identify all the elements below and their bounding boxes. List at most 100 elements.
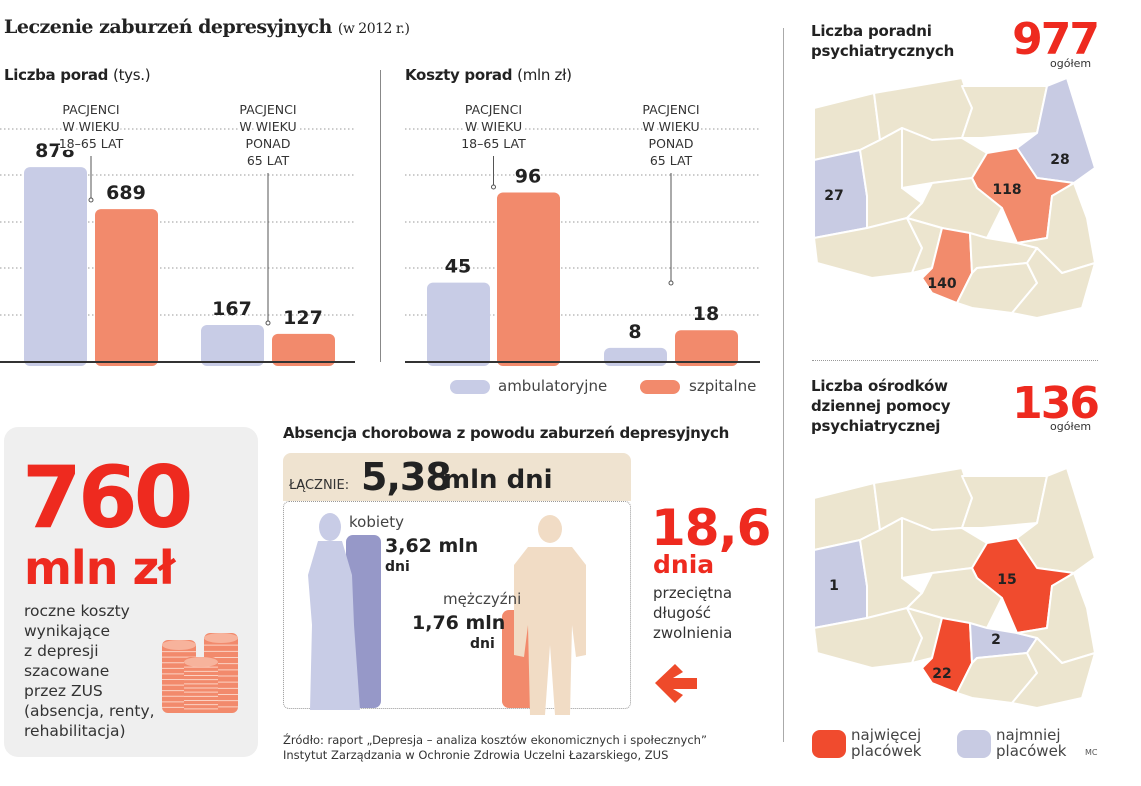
- coin-top: [204, 633, 238, 643]
- desc-line: (absencja, renty,: [24, 702, 155, 720]
- leader-dot: [265, 320, 271, 326]
- chart1-title: Liczba porad (tys.): [4, 66, 151, 84]
- region-label-mazowieckie: 118: [992, 182, 1021, 198]
- title-line: psychiatrycznej: [811, 417, 941, 435]
- source-note: Źródło: raport „Depresja – analiza koszt…: [283, 733, 707, 763]
- avg-leave-value: 18,6: [651, 499, 771, 557]
- desc-line: długość: [653, 604, 712, 622]
- men-unit: dni: [470, 636, 495, 652]
- absence-total-box: ŁĄCZNIE: 5,38 mln dni: [283, 453, 631, 501]
- coin-stacks-icon: [162, 633, 238, 713]
- group-label: 18–65 LAT: [461, 136, 526, 151]
- desc-line: roczne koszty: [24, 602, 130, 620]
- leader-dot: [88, 197, 94, 203]
- legend-line: najwięcej: [851, 726, 922, 744]
- gender-figures: [308, 513, 586, 715]
- data-label: 167: [212, 298, 252, 320]
- leader-dot: [668, 280, 674, 286]
- desc-line: przez ZUS: [24, 682, 103, 700]
- group-label: PONAD: [246, 136, 291, 151]
- region-label-podlaskie: 28: [1050, 152, 1069, 168]
- map-legend-least: najmniej placówek: [996, 727, 1067, 759]
- group-label: PACJENCI: [642, 102, 699, 117]
- title-main: Leczenie zaburzeń depresyjnych: [4, 16, 332, 38]
- coin-top: [184, 657, 218, 667]
- data-label: 96: [515, 166, 541, 188]
- map1-total-label: ogółem: [1050, 57, 1092, 70]
- cost-unit: mln zł: [24, 541, 175, 595]
- cost-description: roczne koszty wynikające z depresji szac…: [24, 601, 155, 741]
- group-label: 65 LAT: [650, 153, 693, 168]
- group-label: W WIEKU: [642, 119, 699, 134]
- region-label-swietokrzyskie: 2: [991, 632, 1001, 648]
- group-label: PACJENCI: [239, 102, 296, 117]
- region-pomorskie: [873, 78, 973, 141]
- region-warminsko: [961, 475, 1048, 529]
- page-title: Leczenie zaburzeń depresyjnych (w 2012 r…: [4, 16, 410, 38]
- woman-silhouette-icon: [308, 513, 360, 710]
- title-line: psychiatrycznych: [811, 42, 955, 60]
- chart2-unit: (mln zł): [517, 66, 572, 84]
- map2-total-label: ogółem: [1050, 420, 1092, 433]
- region-lubuskie: [813, 539, 868, 629]
- data-label: 878: [35, 140, 75, 162]
- region-label-mazowieckie: 15: [997, 572, 1016, 588]
- region-label-lubuskie: 1: [829, 578, 839, 594]
- chart1-unit: (tys.): [113, 66, 151, 84]
- bar-ambulatory: [427, 282, 490, 366]
- desc-line: z depresji: [24, 642, 99, 660]
- map2-title: Liczba ośrodków dziennej pomocy psychiat…: [811, 376, 951, 436]
- absence-title: Absencja chorobowa z powodu zaburzeń dep…: [283, 424, 729, 442]
- bar-hospital: [95, 209, 158, 366]
- chart2-title: Koszty porad (mln zł): [405, 66, 572, 84]
- women-value: 3,62 mln: [385, 535, 479, 557]
- group-label: W WIEKU: [239, 119, 296, 134]
- men-label: mężczyźni: [443, 590, 522, 608]
- region-label-slaskie: 22: [932, 666, 951, 682]
- legend-label-ambulatory: ambulatoryjne: [498, 377, 608, 395]
- desc-line: rehabilitacja): [24, 722, 126, 740]
- leader-dot: [491, 184, 496, 190]
- coin-top: [162, 640, 196, 650]
- region-label-slaskie: 140: [927, 276, 956, 292]
- map-legend-swatch-least: [957, 730, 991, 758]
- bar-ambulatory: [24, 167, 87, 366]
- desc-line: przeciętna: [653, 584, 733, 602]
- title-line: Liczba poradni: [811, 22, 932, 40]
- cost-value: 760: [22, 448, 194, 548]
- legend-swatch-hospital: [640, 380, 680, 394]
- source-line: Źródło: raport „Depresja – analiza koszt…: [283, 733, 707, 747]
- man-silhouette-icon: [514, 515, 586, 715]
- author-credit: MC: [1085, 748, 1098, 757]
- group-label: W WIEKU: [62, 119, 119, 134]
- legend-label-hospital: szpitalne: [689, 377, 757, 395]
- bar-hospital: [675, 330, 738, 366]
- bar-charts: 878 689 PACJENCI W WIEKU 18–65 LAT 167 127 PACJ…: [0, 100, 760, 366]
- map1-poland: 27 28 118 140: [813, 78, 1096, 319]
- region-label-lubuskie: 27: [824, 188, 843, 204]
- desc-line: szacowane: [24, 662, 110, 680]
- data-label: 127: [283, 307, 323, 329]
- region-podkarpackie: [1011, 637, 1096, 709]
- legend-swatch-ambulatory: [450, 380, 490, 394]
- avg-leave-description: przeciętna długość zwolnienia: [653, 583, 732, 643]
- legend-line: najmniej: [996, 726, 1061, 744]
- bar-ambulatory: [604, 347, 667, 366]
- avg-leave-unit: dnia: [653, 550, 715, 579]
- data-label: 689: [106, 182, 146, 204]
- title-sub: (w 2012 r.): [337, 21, 410, 37]
- total-value: 5,38: [361, 455, 452, 499]
- region-podkarpackie: [1011, 247, 1096, 319]
- total-unit: mln dni: [443, 465, 553, 495]
- map-separator: [812, 360, 1098, 361]
- map-legend-most: najwięcej placówek: [851, 727, 922, 759]
- legend-line: placówek: [851, 742, 922, 760]
- data-label: 8: [628, 321, 641, 343]
- map1-title: Liczba poradni psychiatrycznych: [811, 21, 954, 61]
- desc-line: wynikające: [24, 622, 111, 640]
- total-label: ŁĄCZNIE:: [289, 478, 350, 493]
- bar-hospital: [272, 333, 335, 366]
- group-label: 18–65 LAT: [59, 136, 124, 151]
- divider: [783, 28, 784, 742]
